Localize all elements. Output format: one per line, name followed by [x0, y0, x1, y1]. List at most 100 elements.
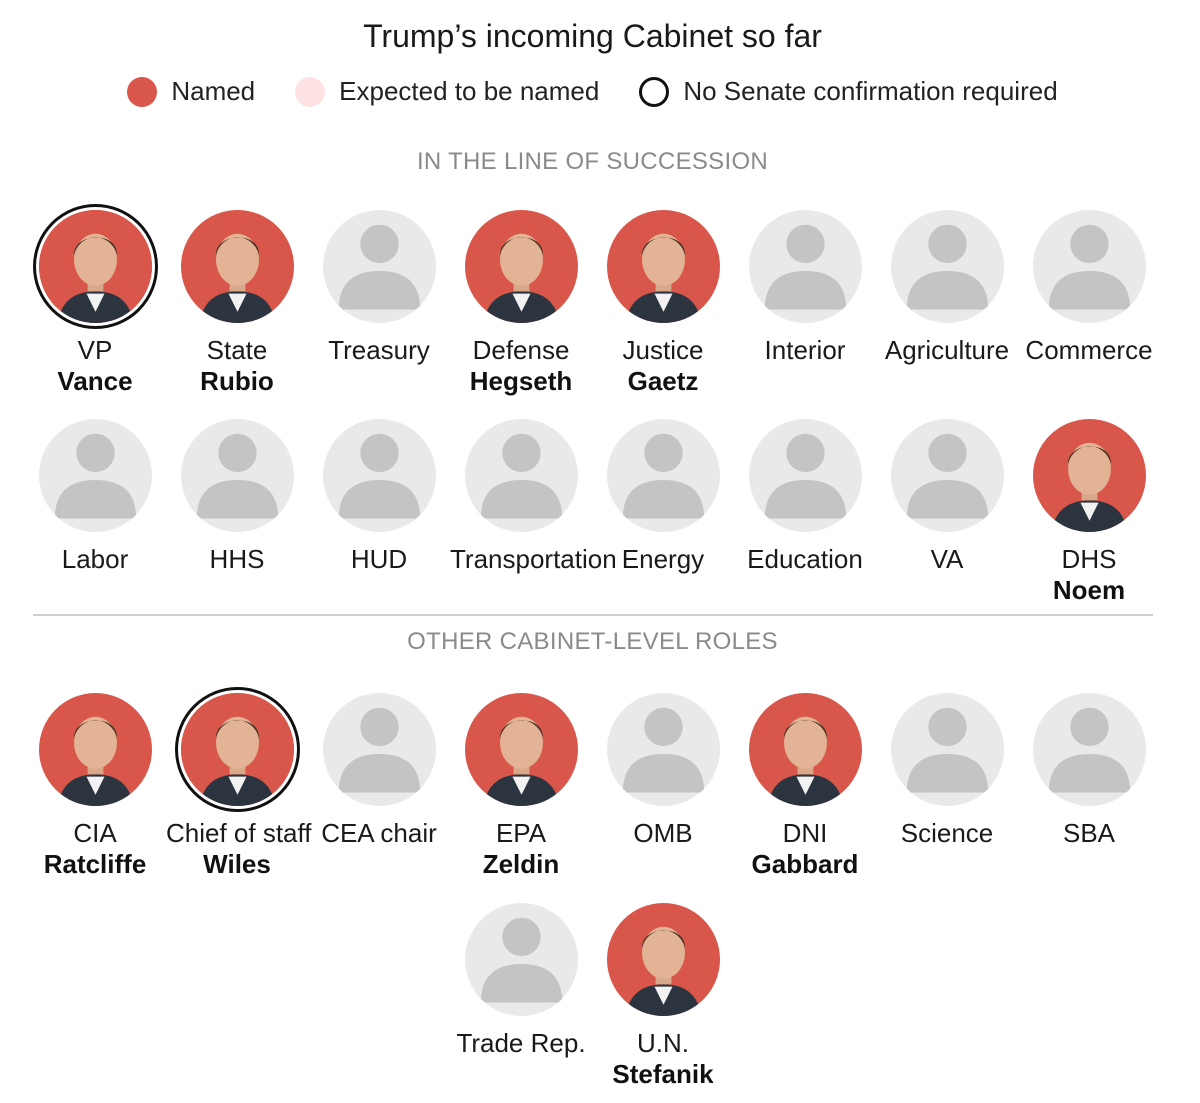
role-label: CIA	[73, 818, 117, 848]
role-label: Interior	[764, 335, 846, 365]
placeholder-person-icon	[890, 210, 1004, 323]
role-label: U.N.	[637, 1028, 689, 1058]
placeholder-person-icon	[748, 419, 862, 532]
role-label: Labor	[61, 544, 129, 574]
portrait-photo	[464, 210, 578, 323]
role-label: Transportation	[450, 544, 617, 574]
nominee-name: Wiles	[203, 849, 271, 879]
other-role-cell: Chief of staff Wiles	[166, 687, 312, 880]
section-divider	[33, 614, 1153, 616]
placeholder-person-icon	[464, 903, 578, 1016]
succession-cell: Interior	[734, 210, 876, 365]
role-label: Trade Rep.	[456, 1028, 586, 1058]
succession-cell: Agriculture	[876, 210, 1018, 365]
succession-cell: Labor	[24, 419, 166, 574]
portrait-photo	[1032, 419, 1146, 532]
role-label: Chief of staff	[166, 818, 312, 848]
other-role-cell: Science	[876, 693, 1018, 848]
other-row-1: CIA Ratcliffe Chief of staff Wiles CEA chair…	[24, 687, 1160, 893]
succession-cell: Energy	[592, 419, 734, 574]
role-label: DHS	[1061, 544, 1117, 574]
portrait-photo	[32, 204, 158, 329]
succession-cell: State Rubio	[166, 210, 308, 397]
role-label: Agriculture	[884, 335, 1010, 365]
portrait-photo	[38, 693, 152, 806]
placeholder-person-icon	[180, 419, 294, 532]
succession-cell: HHS	[166, 419, 308, 574]
section-label-other: OTHER CABINET-LEVEL ROLES	[407, 628, 778, 655]
role-label: HHS	[209, 544, 265, 574]
other-role-cell: SBA	[1018, 693, 1160, 848]
role-label: VA	[930, 544, 964, 574]
placeholder-person-icon	[322, 419, 436, 532]
other-role-cell: OMB	[592, 693, 734, 848]
succession-cell: VA	[876, 419, 1018, 574]
portrait-photo	[606, 210, 720, 323]
section-label-succession: IN THE LINE OF SUCCESSION	[416, 148, 769, 175]
chart-title: Trump’s incoming Cabinet so far	[363, 18, 822, 54]
nominee-name: Gabbard	[751, 849, 859, 879]
placeholder-person-icon	[1032, 210, 1146, 323]
succession-cell: Defense Hegseth	[450, 210, 592, 397]
ring-swatch-icon	[639, 76, 670, 107]
succession-cell: DHS Noem	[1018, 419, 1160, 606]
placeholder-person-icon	[606, 419, 720, 532]
succession-cell: Justice Gaetz	[592, 210, 734, 397]
nominee-name: Ratcliffe	[43, 849, 147, 879]
legend-label-expected: Expected to be named	[339, 76, 600, 106]
legend-item-named: Named	[127, 76, 255, 107]
succession-cell: HUD	[308, 419, 450, 574]
placeholder-person-icon	[748, 210, 862, 323]
legend-item-expected: Expected to be named	[295, 76, 599, 107]
other-role-cell: Trade Rep.	[450, 903, 592, 1058]
succession-row-1: VP Vance State Rubio Treasury Defense Hegseth J…	[24, 204, 1160, 410]
placeholder-person-icon	[890, 419, 1004, 532]
role-label: VP	[77, 335, 113, 365]
role-label: Energy	[621, 544, 705, 574]
nominee-name: Gaetz	[627, 366, 699, 396]
other-role-cell: U.N. Stefanik	[592, 903, 734, 1090]
placeholder-person-icon	[606, 693, 720, 806]
portrait-photo	[748, 693, 862, 806]
role-label: EPA	[495, 818, 547, 848]
nominee-name: Hegseth	[469, 366, 573, 396]
role-label: HUD	[350, 544, 408, 574]
legend-label-no-senate: No Senate confirmation required	[683, 76, 1058, 106]
succession-cell: VP Vance	[24, 204, 166, 397]
other-role-cell: CEA chair	[308, 693, 450, 848]
role-label: Defense	[472, 335, 570, 365]
placeholder-person-icon	[1032, 693, 1146, 806]
role-label: CEA chair	[321, 818, 437, 848]
role-label: Treasury	[328, 335, 430, 365]
portrait-photo	[464, 693, 578, 806]
placeholder-person-icon	[464, 419, 578, 532]
portrait-photo	[606, 903, 720, 1016]
succession-row-2: Labor HHS HUD Transportation Energy Education…	[24, 419, 1160, 619]
nominee-name: Stefanik	[612, 1059, 714, 1089]
role-label: State	[206, 335, 268, 365]
succession-cell: Treasury	[308, 210, 450, 365]
nominee-name: Zeldin	[482, 849, 560, 879]
portrait-photo	[180, 210, 294, 323]
nominee-name: Noem	[1052, 575, 1126, 605]
succession-cell: Commerce	[1018, 210, 1160, 365]
nominee-name: Vance	[57, 366, 133, 396]
succession-cell: Education	[734, 419, 876, 574]
other-role-cell: DNI Gabbard	[734, 693, 876, 880]
expected-swatch-icon	[295, 76, 326, 107]
role-label: Science	[900, 818, 994, 848]
role-label: Justice	[622, 335, 704, 365]
succession-cell: Transportation	[450, 419, 617, 574]
placeholder-person-icon	[322, 210, 436, 323]
role-label: Education	[747, 544, 863, 574]
role-label: SBA	[1062, 818, 1116, 848]
portrait-photo	[174, 687, 300, 812]
nominee-name: Rubio	[200, 366, 274, 396]
placeholder-person-icon	[890, 693, 1004, 806]
legend-label-named: Named	[171, 76, 256, 106]
role-label: Commerce	[1025, 335, 1153, 365]
role-label: OMB	[633, 818, 693, 848]
other-role-cell: EPA Zeldin	[450, 693, 592, 880]
placeholder-person-icon	[322, 693, 436, 806]
other-role-cell: CIA Ratcliffe	[24, 693, 166, 880]
